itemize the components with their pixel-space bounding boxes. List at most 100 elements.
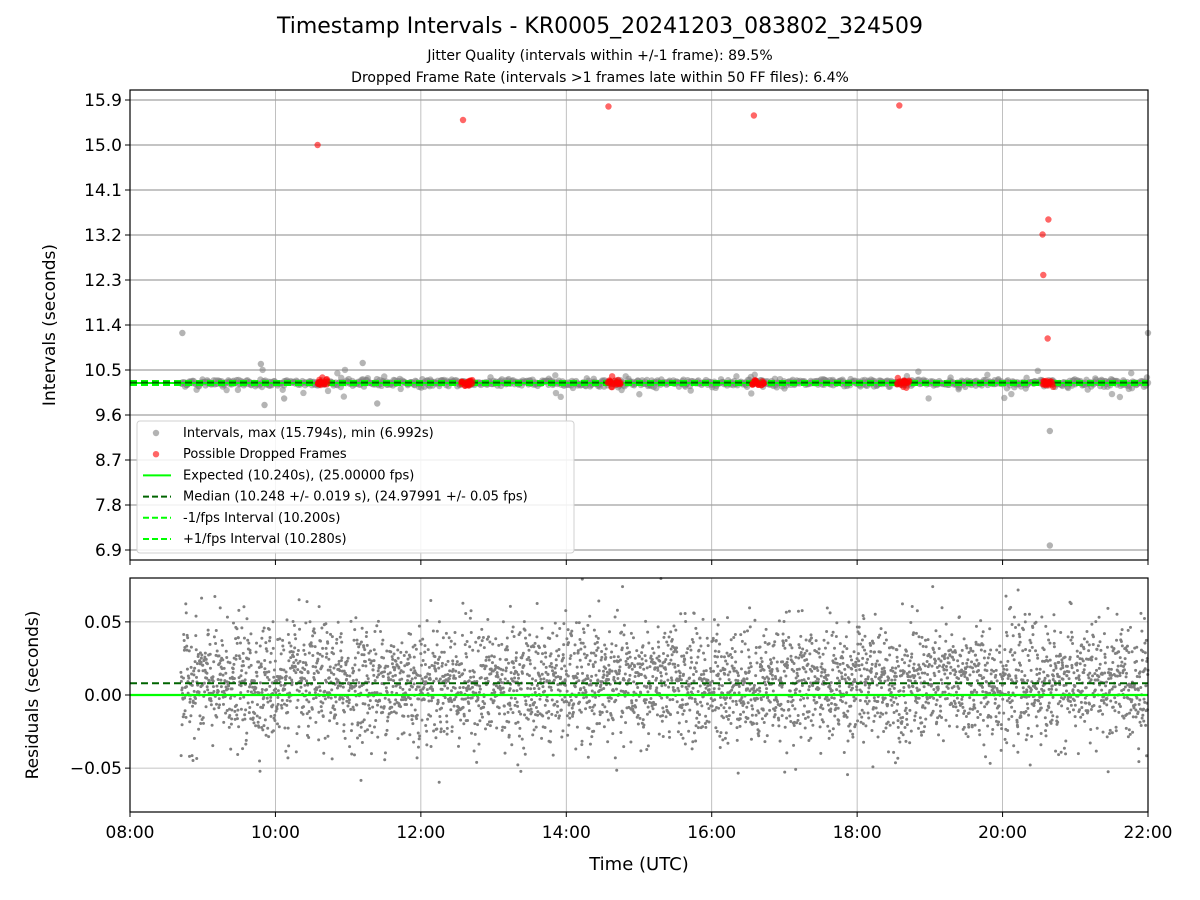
residual-point bbox=[510, 743, 514, 747]
residual-point bbox=[295, 732, 299, 736]
residual-point bbox=[872, 719, 876, 723]
residual-point bbox=[216, 677, 220, 681]
residual-point bbox=[828, 729, 832, 733]
residual-point bbox=[755, 661, 759, 665]
residual-point bbox=[817, 647, 821, 651]
residual-point bbox=[656, 666, 660, 670]
residual-point bbox=[199, 656, 203, 660]
residual-point bbox=[1005, 668, 1009, 672]
residual-point bbox=[352, 669, 356, 673]
residual-point bbox=[920, 635, 924, 639]
residual-point bbox=[1006, 659, 1010, 663]
residual-point bbox=[707, 706, 711, 710]
residual-point bbox=[526, 717, 530, 721]
legend-marker bbox=[152, 451, 160, 458]
residual-point bbox=[954, 670, 958, 674]
residual-point bbox=[712, 687, 716, 691]
residual-point bbox=[374, 718, 378, 722]
residual-point bbox=[979, 619, 983, 623]
residual-point bbox=[856, 652, 860, 656]
residual-point bbox=[467, 679, 471, 683]
residual-point bbox=[426, 717, 430, 721]
residual-point bbox=[457, 671, 461, 675]
residual-point bbox=[484, 664, 488, 668]
residual-point bbox=[939, 659, 943, 663]
residual-point bbox=[1026, 678, 1030, 682]
residual-point bbox=[905, 723, 909, 727]
residual-point bbox=[760, 660, 764, 664]
residual-point bbox=[997, 711, 1001, 715]
residual-point bbox=[262, 695, 266, 699]
residual-point bbox=[447, 636, 451, 640]
residual-point bbox=[228, 713, 232, 717]
residual-point bbox=[328, 665, 332, 669]
residual-point bbox=[616, 677, 620, 681]
residual-point bbox=[260, 725, 264, 729]
residual-point bbox=[837, 722, 841, 726]
residual-point bbox=[924, 717, 928, 721]
residual-point bbox=[827, 736, 831, 740]
top-ytick-label: 9.6 bbox=[95, 406, 122, 426]
residual-point bbox=[218, 672, 222, 676]
residual-point bbox=[694, 669, 698, 673]
residual-point bbox=[411, 714, 415, 718]
residual-point bbox=[565, 700, 569, 704]
residual-point bbox=[280, 668, 284, 672]
residual-point bbox=[838, 662, 842, 666]
residual-point bbox=[466, 684, 470, 688]
residual-point bbox=[517, 676, 521, 680]
residual-point bbox=[880, 686, 884, 690]
residual-point bbox=[806, 677, 810, 681]
residual-point bbox=[767, 677, 771, 681]
residual-point bbox=[437, 666, 441, 670]
residual-point bbox=[286, 726, 290, 730]
legend-label: Possible Dropped Frames bbox=[183, 447, 347, 462]
residual-point bbox=[343, 671, 347, 675]
residual-point bbox=[319, 705, 323, 709]
residual-point bbox=[723, 668, 727, 672]
residual-point bbox=[528, 658, 532, 662]
residual-point bbox=[365, 630, 369, 634]
residual-point bbox=[898, 740, 902, 744]
residual-point bbox=[222, 689, 226, 693]
residual-point bbox=[205, 676, 209, 680]
residual-point bbox=[530, 710, 534, 714]
residual-point bbox=[999, 723, 1003, 727]
residual-point bbox=[567, 701, 571, 705]
residual-point bbox=[199, 660, 203, 664]
residual-point bbox=[559, 675, 563, 679]
residual-point bbox=[829, 710, 833, 714]
residual-point bbox=[479, 643, 483, 647]
residual-point bbox=[255, 703, 259, 707]
residual-point bbox=[1019, 715, 1023, 719]
residual-point bbox=[342, 723, 346, 727]
residual-point bbox=[723, 672, 727, 676]
residual-point bbox=[219, 678, 223, 682]
residual-point bbox=[983, 705, 987, 709]
residual-point bbox=[372, 659, 376, 663]
residual-point bbox=[923, 725, 927, 729]
residual-point bbox=[632, 680, 636, 684]
residual-point bbox=[941, 739, 945, 743]
residual-point bbox=[951, 705, 955, 709]
residual-point bbox=[1025, 702, 1029, 706]
residual-point bbox=[562, 643, 566, 647]
residual-point bbox=[698, 700, 702, 704]
interval-point bbox=[1008, 390, 1015, 398]
residual-point bbox=[329, 711, 333, 715]
residual-point bbox=[606, 740, 610, 744]
residual-point bbox=[310, 707, 314, 711]
residual-point bbox=[361, 720, 365, 724]
residual-point bbox=[710, 679, 714, 683]
residual-point bbox=[920, 671, 924, 675]
residual-point bbox=[576, 649, 580, 653]
residual-point bbox=[798, 646, 802, 650]
residual-point bbox=[759, 698, 763, 702]
residual-point bbox=[825, 695, 829, 699]
residual-point bbox=[385, 728, 389, 732]
residual-point bbox=[632, 710, 636, 714]
residual-point bbox=[409, 703, 413, 707]
interval-outlier-point bbox=[179, 329, 186, 337]
residual-point bbox=[796, 714, 800, 718]
residual-point bbox=[567, 641, 571, 645]
